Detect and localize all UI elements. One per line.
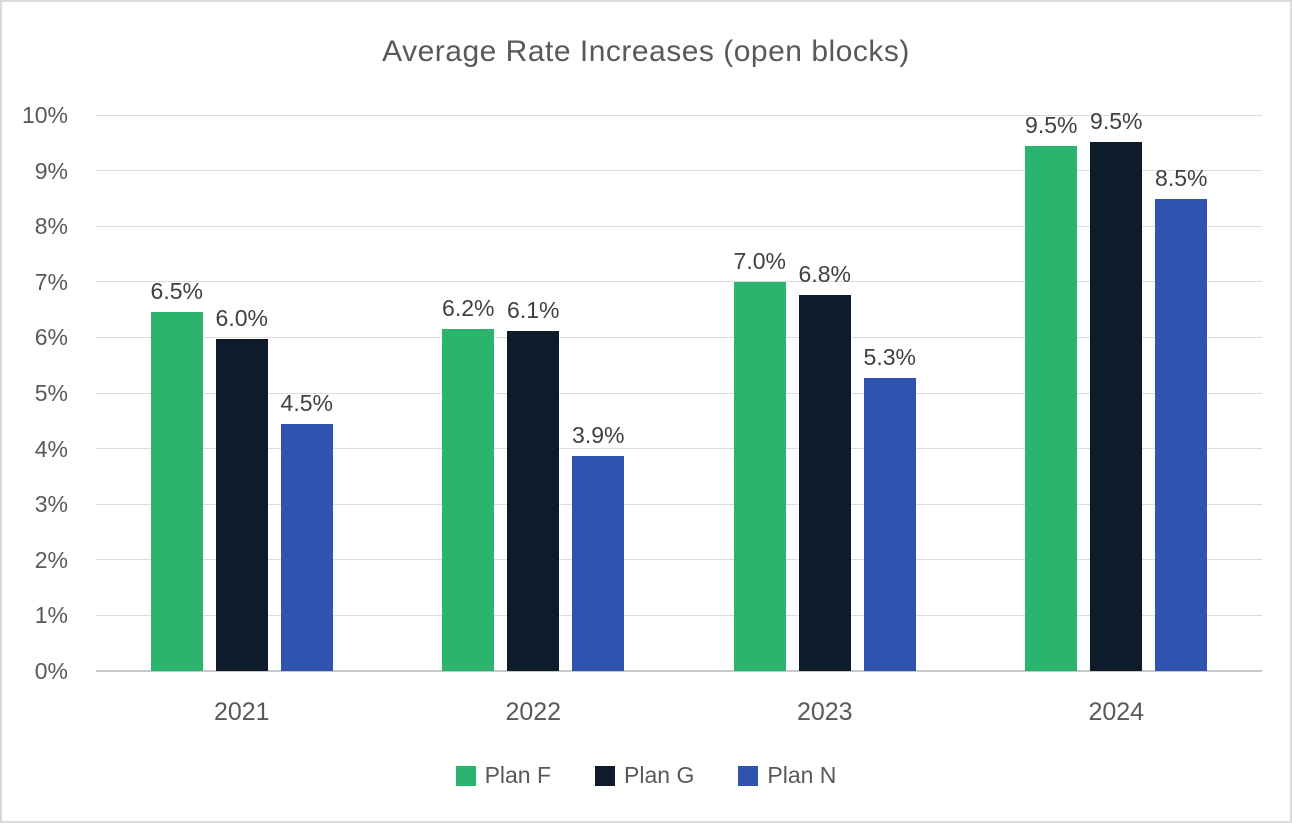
gridline-5% bbox=[96, 392, 1262, 394]
bar-plan-f-2024: 9.5% bbox=[1025, 112, 1077, 671]
bar-value-label-plan-g-2024: 9.5% bbox=[1090, 108, 1143, 135]
gridline-8% bbox=[96, 225, 1262, 227]
gridline-10% bbox=[96, 114, 1262, 116]
gridline-4% bbox=[96, 448, 1262, 450]
gridline-7% bbox=[96, 281, 1262, 283]
legend-item-plan-g: Plan G bbox=[595, 762, 694, 789]
bar-value-label-plan-f-2023: 7.0% bbox=[733, 247, 786, 274]
chart-title: Average Rate Increases (open blocks) bbox=[382, 35, 910, 68]
legend-swatch-icon bbox=[595, 765, 616, 786]
y-tick-label-10pct: 10% bbox=[21, 102, 68, 128]
bar-group-2021: 6.5% 6.0% 4.5% bbox=[96, 115, 388, 671]
y-tick-label-1pct: 1% bbox=[34, 602, 68, 629]
bar-plan-g-2024: 9.5% bbox=[1090, 108, 1142, 671]
legend-item-plan-f: Plan F bbox=[455, 762, 552, 789]
y-tick-label-6pct: 6% bbox=[34, 324, 68, 351]
y-tick-label-0pct: 0% bbox=[34, 658, 68, 684]
bar-value-label-plan-f-2021: 6.5% bbox=[150, 278, 203, 305]
bar-value-label-plan-f-2024: 9.5% bbox=[1025, 111, 1078, 138]
x-tick-label-2022: 2022 bbox=[505, 698, 562, 726]
legend-swatch-icon bbox=[738, 765, 759, 786]
bar-group-2023: 7.0% 6.8% 5.3% bbox=[679, 115, 971, 671]
x-tick-label-2024: 2024 bbox=[1088, 698, 1145, 726]
y-tick-label-7pct: 7% bbox=[34, 268, 68, 295]
x-axis: 2021 2022 2023 2024 bbox=[96, 698, 1262, 727]
legend-label: Plan G bbox=[624, 762, 695, 788]
y-tick-label-5pct: 5% bbox=[34, 380, 68, 406]
gridline-3% bbox=[96, 503, 1262, 505]
bar-plan-n-2023: 5.3% bbox=[864, 344, 916, 671]
bar-plan-f-2022: 6.2% bbox=[442, 295, 494, 671]
bar-plan-g-2023: 6.8% bbox=[799, 261, 851, 671]
gridline-0% bbox=[96, 670, 1262, 672]
x-tick-label-2021: 2021 bbox=[213, 698, 270, 726]
y-tick-label-3pct: 3% bbox=[34, 491, 68, 518]
y-tick-label-8pct: 8% bbox=[34, 213, 68, 240]
x-tick-label-2023: 2023 bbox=[796, 698, 853, 726]
gridline-6% bbox=[96, 336, 1262, 338]
bar-plan-f-2021: 6.5% bbox=[151, 278, 203, 671]
bar-group-2022: 6.2% 6.1% 3.9% bbox=[388, 115, 680, 671]
bar-value-label-plan-n-2022: 3.9% bbox=[572, 422, 625, 449]
bar-value-label-plan-n-2024: 8.5% bbox=[1155, 164, 1208, 191]
legend-swatch-icon bbox=[455, 765, 476, 786]
bar-value-label-plan-g-2022: 6.1% bbox=[507, 297, 560, 324]
y-axis: 0% 1% 2% 3% 4% 5% 6% 7% 8% 9% 10% bbox=[2, 2, 68, 821]
bar-group-2024: 9.5% 9.5% 8.5% bbox=[971, 108, 1263, 671]
bar-plan-g-2022: 6.1% bbox=[507, 297, 559, 671]
bar-groups: 6.5% 6.0% 4.5% 6.2% 6.1% 3.9% 7.0% 6.8% 5.3% 9.5%… bbox=[96, 108, 1263, 671]
legend-label: Plan N bbox=[767, 762, 837, 788]
bar-plan-g-2021: 6.0% bbox=[216, 305, 268, 671]
gridline-2% bbox=[96, 559, 1262, 561]
legend-item-plan-n: Plan N bbox=[738, 762, 836, 789]
y-tick-label-4pct: 4% bbox=[34, 435, 68, 462]
bar-value-label-plan-g-2021: 6.0% bbox=[215, 304, 268, 331]
legend: Plan F Plan G Plan N bbox=[2, 762, 1290, 789]
bar-value-label-plan-n-2023: 5.3% bbox=[863, 344, 916, 370]
bar-value-label-plan-n-2021: 4.5% bbox=[280, 389, 333, 416]
gridline-1% bbox=[96, 614, 1262, 616]
plot-area: 6.5% 6.0% 4.5% 6.2% 6.1% 3.9% 7.0% 6.8% 5.3% 9.5%… bbox=[96, 108, 1263, 672]
y-tick-label-9pct: 9% bbox=[34, 157, 68, 184]
bar-plan-n-2022: 3.9% bbox=[572, 422, 624, 671]
y-tick-label-2pct: 2% bbox=[34, 546, 68, 573]
gridline-9% bbox=[96, 170, 1262, 172]
bar-plan-f-2023: 7.0% bbox=[734, 248, 786, 671]
bar-value-label-plan-f-2022: 6.2% bbox=[442, 295, 495, 322]
bar-plan-n-2021: 4.5% bbox=[281, 390, 333, 671]
legend-label: Plan F bbox=[484, 762, 552, 788]
bar-value-label-plan-g-2023: 6.8% bbox=[798, 260, 851, 287]
bar-plan-n-2024: 8.5% bbox=[1155, 165, 1207, 671]
